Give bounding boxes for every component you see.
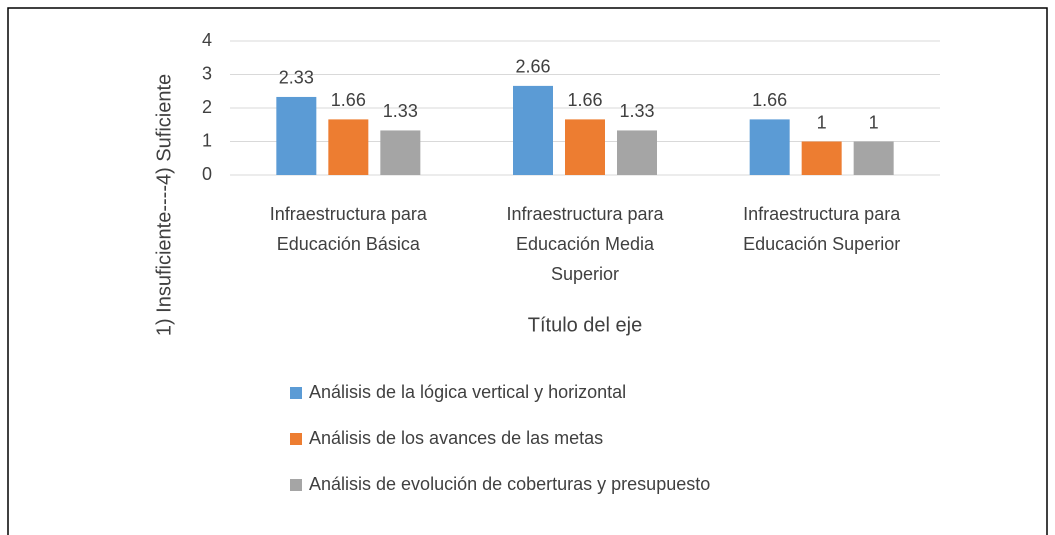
- data-label: 1.33: [619, 101, 654, 121]
- legend-label: Análisis de la lógica vertical y horizon…: [309, 382, 626, 402]
- bar: [513, 85, 553, 175]
- data-label: 2.66: [515, 57, 550, 77]
- bar: [565, 119, 605, 175]
- chart-frame: [7, 7, 1048, 535]
- y-tick-label: 1: [202, 130, 212, 150]
- y-tick-label: 3: [202, 63, 212, 83]
- y-axis-title: 1) Insuficiente----4) Suficiente: [153, 74, 175, 336]
- bar: [617, 130, 657, 175]
- bar: [276, 96, 317, 175]
- x-axis-title: Título del eje: [528, 314, 643, 336]
- bar: [749, 119, 790, 175]
- data-label: 1.33: [383, 101, 418, 121]
- bar: [801, 141, 842, 175]
- data-label: 1: [869, 112, 879, 132]
- data-label: 1.66: [567, 90, 602, 110]
- x-tick-label: Infraestructura para Educación Básica: [270, 204, 428, 254]
- data-label: 1: [817, 112, 827, 132]
- bar: [380, 130, 421, 175]
- bar: [328, 119, 369, 175]
- legend-label: Análisis de los avances de las metas: [309, 428, 603, 448]
- x-tick-label: Infraestructura para Educación Media Super…: [506, 204, 664, 284]
- data-label: 1.66: [752, 90, 787, 110]
- legend-label: Análisis de evolución de coberturas y pr…: [309, 474, 710, 494]
- legend-swatch: [290, 433, 302, 445]
- data-label: 2.33: [279, 68, 314, 88]
- legend-swatch: [290, 387, 302, 399]
- y-tick-label: 0: [202, 164, 212, 184]
- y-tick-label: 4: [202, 30, 212, 50]
- y-tick-label: 2: [202, 97, 212, 117]
- legend-swatch: [290, 479, 302, 491]
- x-tick-label: Infraestructura para Educación Superior: [743, 204, 901, 254]
- data-label: 1.66: [331, 90, 366, 110]
- bar: [853, 141, 894, 175]
